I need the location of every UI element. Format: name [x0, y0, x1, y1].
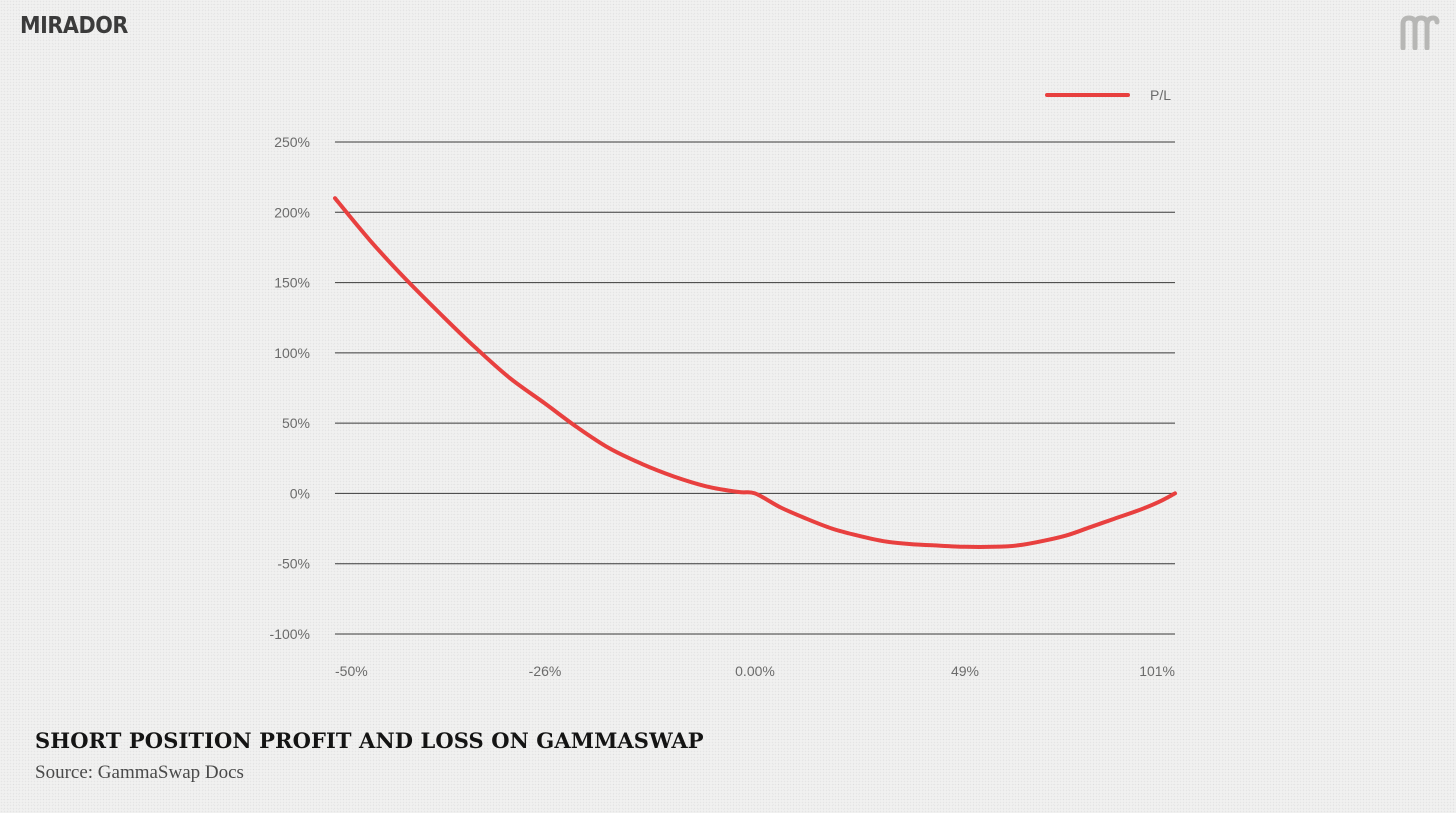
legend: P/L — [1045, 87, 1171, 103]
x-tick-label: 101% — [1139, 663, 1175, 679]
y-tick-label: 100% — [274, 345, 310, 361]
y-tick-label: 150% — [274, 275, 310, 291]
series-line-pl — [333, 196, 1177, 550]
x-tick-label: -50% — [335, 663, 368, 679]
y-axis-ticks: 250% 200% 150% 100% 50% 0% -50% -100% — [270, 134, 310, 642]
grid-lines — [335, 141, 1175, 635]
x-tick-label: -26% — [529, 663, 562, 679]
x-axis-ticks: -50% -26% 0.00% 49% 101% — [335, 663, 1175, 679]
y-tick-label: -50% — [277, 556, 310, 572]
y-tick-label: 50% — [282, 415, 310, 431]
chart-source: Source: GammaSwap Docs — [35, 762, 244, 783]
corner-logo-icon — [1400, 15, 1440, 50]
brand-logo: MIRADOR — [20, 13, 128, 39]
y-tick-label: 250% — [274, 134, 310, 150]
legend-label: P/L — [1150, 87, 1171, 103]
y-tick-label: 0% — [290, 485, 310, 501]
x-tick-label: 0.00% — [735, 663, 775, 679]
series-lines — [333, 196, 1177, 550]
chart-title: SHORT POSITION PROFIT AND LOSS ON GAMMAS… — [35, 728, 704, 753]
y-tick-label: 200% — [274, 204, 310, 220]
x-tick-label: 49% — [951, 663, 979, 679]
y-tick-label: -100% — [270, 626, 310, 642]
